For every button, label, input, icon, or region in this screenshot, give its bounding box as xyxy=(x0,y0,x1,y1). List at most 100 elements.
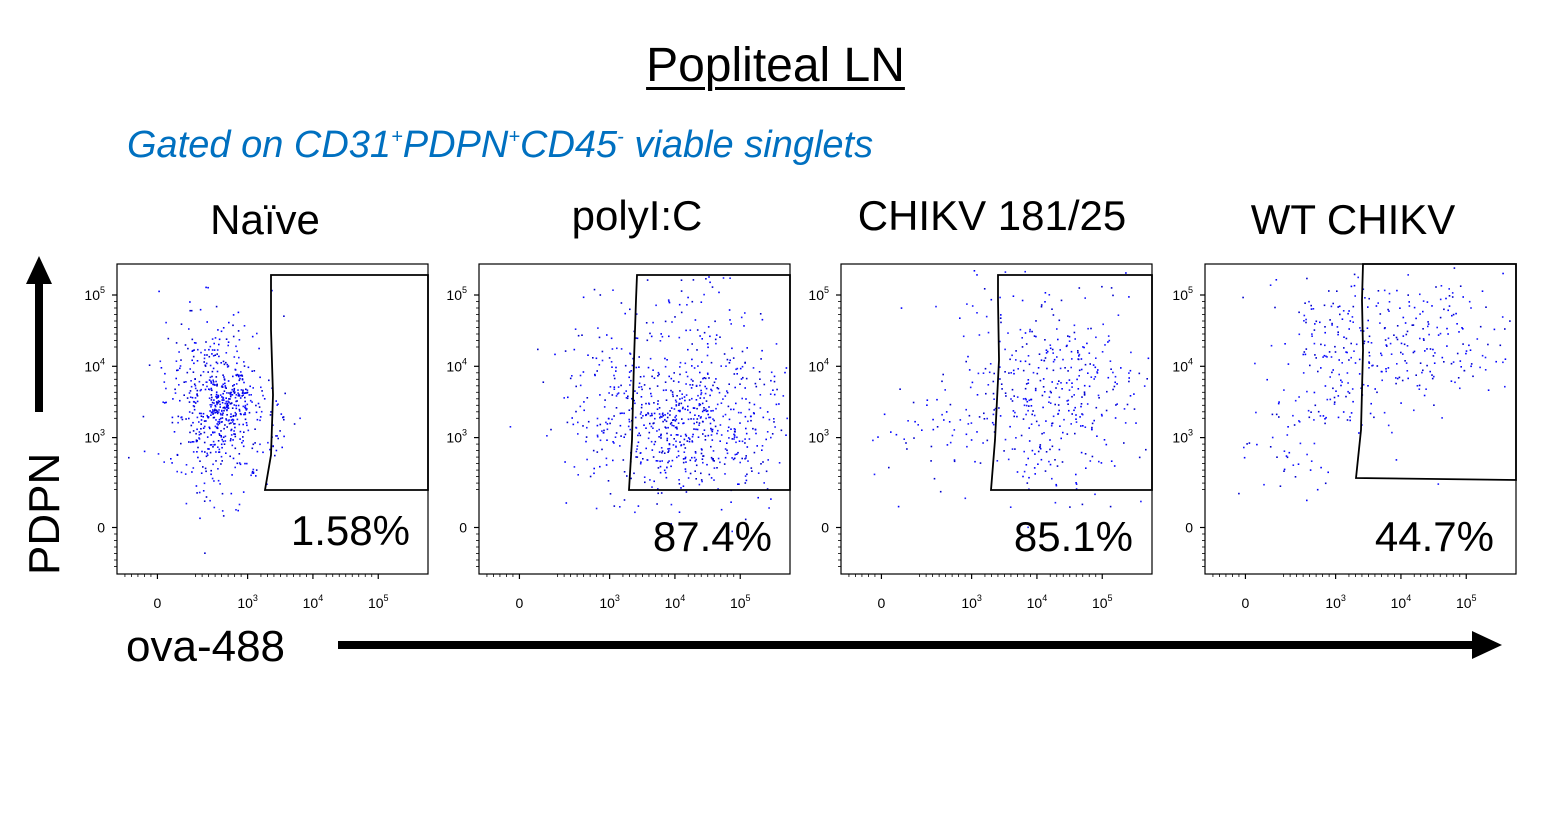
event-dot xyxy=(234,423,236,425)
x-tick-label: 0 xyxy=(1242,595,1250,611)
event-dot xyxy=(216,427,219,430)
event-dot xyxy=(1484,369,1487,371)
event-dot xyxy=(1033,467,1036,469)
event-dot xyxy=(157,453,160,455)
event-dot xyxy=(1422,369,1424,372)
event-dot xyxy=(679,398,681,400)
event-dot xyxy=(233,387,236,390)
x-tick-label: 0 xyxy=(516,595,524,611)
event-dot xyxy=(195,485,198,487)
event-dot xyxy=(213,480,215,482)
event-dot xyxy=(1096,435,1098,437)
event-dot xyxy=(613,505,616,507)
event-dot xyxy=(751,470,753,472)
event-dot xyxy=(226,363,229,366)
event-dot xyxy=(1051,477,1053,480)
event-dot xyxy=(1025,464,1028,466)
event-dot xyxy=(171,462,173,464)
event-dot xyxy=(707,373,709,375)
event-dot xyxy=(193,408,196,411)
event-dot xyxy=(744,362,746,364)
event-dot xyxy=(204,365,207,367)
event-dot xyxy=(657,371,660,374)
event-dot xyxy=(1069,506,1071,508)
event-dot xyxy=(1368,335,1371,338)
event-dot xyxy=(198,412,201,415)
event-dot xyxy=(251,447,254,450)
event-dot xyxy=(595,357,598,360)
event-dot xyxy=(643,375,645,378)
event-dot xyxy=(216,362,219,365)
event-dot xyxy=(1009,358,1011,361)
event-dot xyxy=(636,337,639,340)
event-dot xyxy=(215,380,217,383)
event-dot xyxy=(1066,400,1068,402)
event-dot xyxy=(649,479,651,481)
event-dot xyxy=(1400,342,1403,345)
event-dot xyxy=(248,394,251,396)
event-dot xyxy=(238,462,241,464)
y-tick-label: 104 xyxy=(84,356,105,374)
event-dot xyxy=(211,401,214,404)
subtitle-part: Gated on CD31 xyxy=(127,124,392,166)
event-dot xyxy=(1067,399,1070,402)
event-dot xyxy=(1374,388,1376,390)
event-dot xyxy=(1309,469,1312,471)
event-dot xyxy=(694,414,696,416)
event-dot xyxy=(1306,277,1308,280)
event-dot xyxy=(224,440,227,442)
event-dot xyxy=(1022,418,1025,420)
event-dot xyxy=(753,451,756,454)
event-dot xyxy=(229,402,232,405)
event-dot xyxy=(1367,385,1369,387)
panel-label-naive: Naïve xyxy=(210,196,320,243)
event-dot xyxy=(689,438,691,440)
event-dot xyxy=(1278,401,1280,403)
event-dot xyxy=(158,290,160,293)
event-dot xyxy=(694,470,696,472)
event-dot xyxy=(691,435,694,438)
event-dot xyxy=(1316,488,1319,491)
event-dot xyxy=(1354,295,1356,297)
event-dot xyxy=(742,376,744,379)
event-dot xyxy=(599,394,601,396)
panel-label-wt-chikv: WT CHIKV xyxy=(1250,196,1456,243)
event-dot xyxy=(680,444,683,446)
event-dot xyxy=(999,317,1002,319)
event-dot xyxy=(212,381,215,383)
event-dot xyxy=(1329,398,1332,401)
event-dot xyxy=(1342,310,1345,312)
event-dot xyxy=(1032,371,1035,374)
event-dot xyxy=(1060,382,1062,384)
event-dot xyxy=(1287,363,1290,365)
event-dot xyxy=(682,406,684,409)
event-dot xyxy=(986,417,988,420)
event-dot xyxy=(728,362,731,364)
event-dot xyxy=(1309,364,1311,367)
event-dot xyxy=(731,457,733,459)
event-dot xyxy=(687,418,690,421)
event-dot xyxy=(610,361,613,363)
event-dot xyxy=(1413,306,1416,309)
event-dot xyxy=(237,394,240,397)
event-dot xyxy=(692,279,695,281)
event-dot xyxy=(643,424,645,426)
event-dot xyxy=(619,445,621,447)
event-dot xyxy=(1243,446,1245,449)
event-dot xyxy=(687,437,690,439)
event-dot xyxy=(673,425,675,427)
event-dot xyxy=(730,501,732,503)
event-dot xyxy=(692,418,695,420)
event-dot xyxy=(1439,298,1442,301)
event-dot xyxy=(577,334,580,337)
event-dot xyxy=(277,437,279,440)
event-dot xyxy=(189,390,192,392)
event-dot xyxy=(216,410,218,413)
event-dot xyxy=(199,308,202,311)
event-dot xyxy=(717,457,720,460)
event-dot xyxy=(1271,413,1274,416)
event-dot xyxy=(710,456,713,459)
event-dot xyxy=(1058,319,1061,322)
